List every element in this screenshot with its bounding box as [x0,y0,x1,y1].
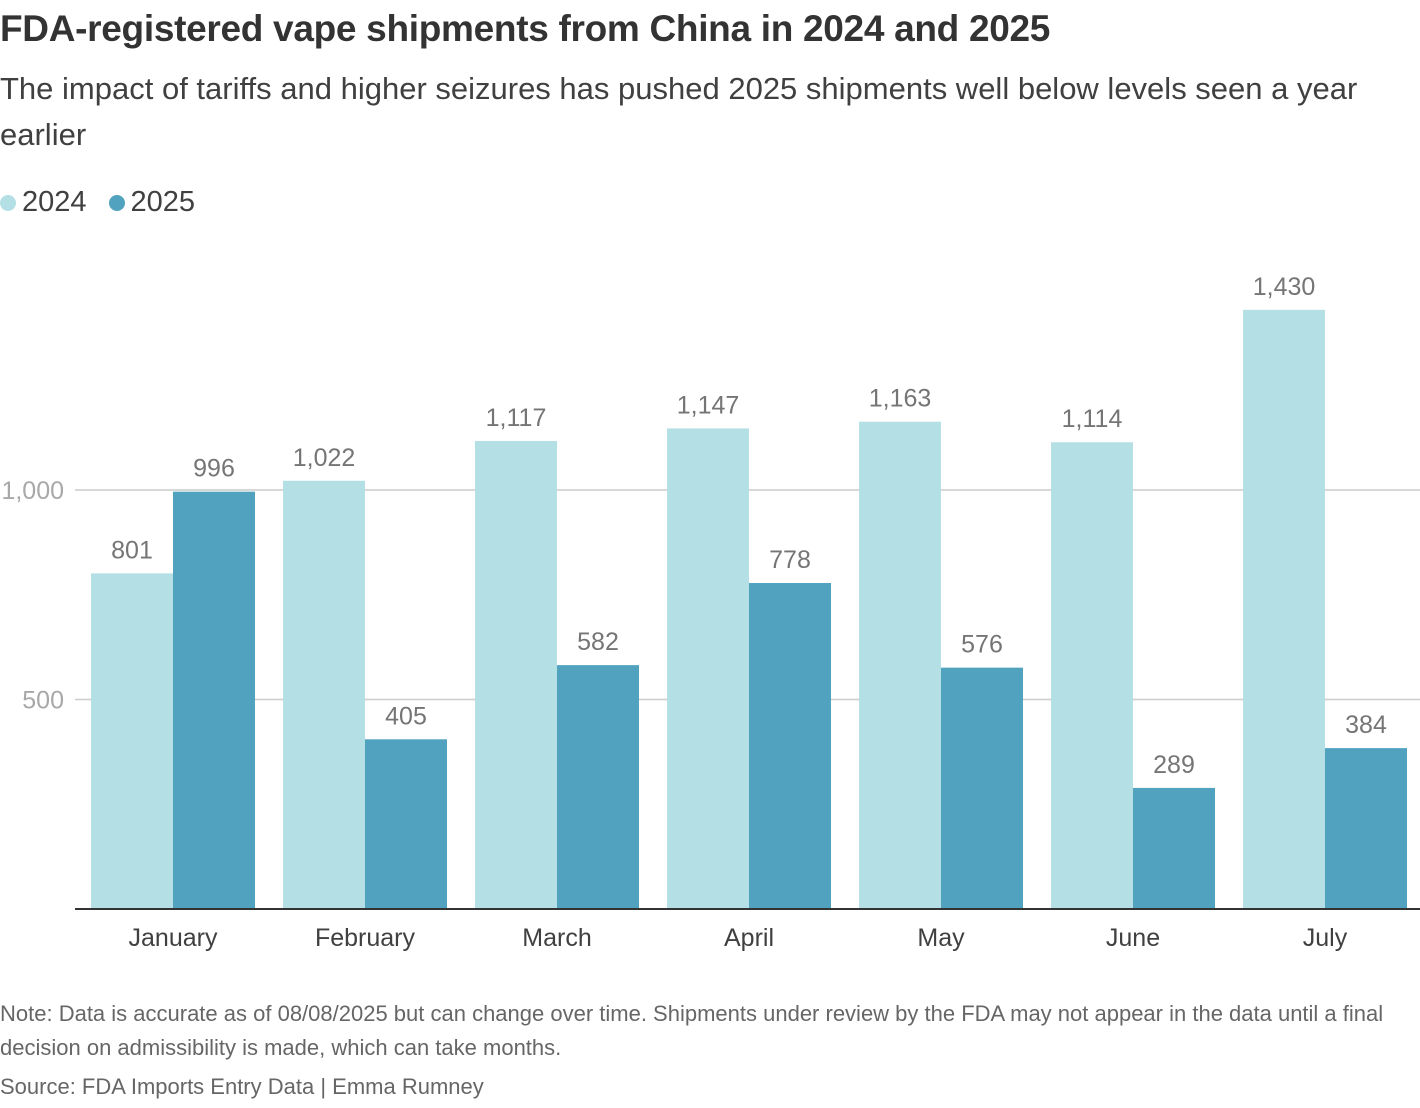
x-tick-label-may: May [917,924,965,952]
data-label-2024-july: 1,430 [1253,273,1316,301]
bar-2024-june [1051,442,1133,909]
legend: 2024 2025 [0,186,217,219]
data-label-2024-june: 1,114 [1062,405,1123,433]
data-label-2025-may: 576 [961,631,1003,659]
source-credit: Source: FDA Imports Entry Data | Emma Ru… [0,1074,484,1099]
data-label-2025-february: 405 [385,702,427,730]
bar-2025-april [749,583,831,909]
legend-item-2025: 2025 [108,186,196,219]
data-label-2024-april: 1,147 [677,391,740,419]
data-label-2024-march: 1,117 [486,404,547,432]
bar-2025-january [173,491,255,909]
legend-item-2024: 2024 [0,186,87,219]
x-tick-label-june: June [1106,924,1160,952]
x-tick-label-march: March [522,924,591,952]
x-tick-label-july: July [1303,924,1348,952]
bar-2024-may [859,421,941,909]
bar-2024-march [475,440,557,909]
bar-2025-june [1133,787,1215,909]
legend-label-2024: 2024 [22,186,87,218]
data-label-2025-july: 384 [1345,711,1387,739]
data-label-2025-june: 289 [1153,751,1195,779]
bar-2024-april [667,428,749,909]
bar-2025-march [557,665,639,909]
x-tick-label-april: April [724,924,774,952]
data-label-2024-january: 801 [111,536,153,564]
bar-2024-february [283,480,365,909]
data-label-2025-march: 582 [577,628,619,656]
legend-swatch-2025 [108,194,125,211]
y-tick-label-1000: 1,000 [1,477,64,505]
bar-2024-january [91,573,173,909]
x-tick-label-january: January [129,924,218,952]
chart-title: FDA-registered vape shipments from China… [0,8,1051,49]
data-label-2025-april: 778 [769,546,811,574]
data-label-2025-january: 996 [193,455,235,483]
chart-subtitle: The impact of tariffs and higher seizure… [0,71,1358,152]
bar-2025-february [365,739,447,909]
footnote: Note: Data is accurate as of 08/08/2025 … [0,1001,1384,1060]
x-tick-label-february: February [315,924,416,952]
legend-swatch-2024 [0,194,16,211]
data-label-2024-may: 1,163 [869,385,932,413]
data-label-2024-february: 1,022 [293,444,356,472]
bar-2025-may [941,667,1023,909]
y-tick-label-500: 500 [22,687,64,715]
bar-2025-july [1325,748,1407,909]
bar-2024-july [1243,309,1325,910]
legend-label-2025: 2025 [130,186,196,218]
